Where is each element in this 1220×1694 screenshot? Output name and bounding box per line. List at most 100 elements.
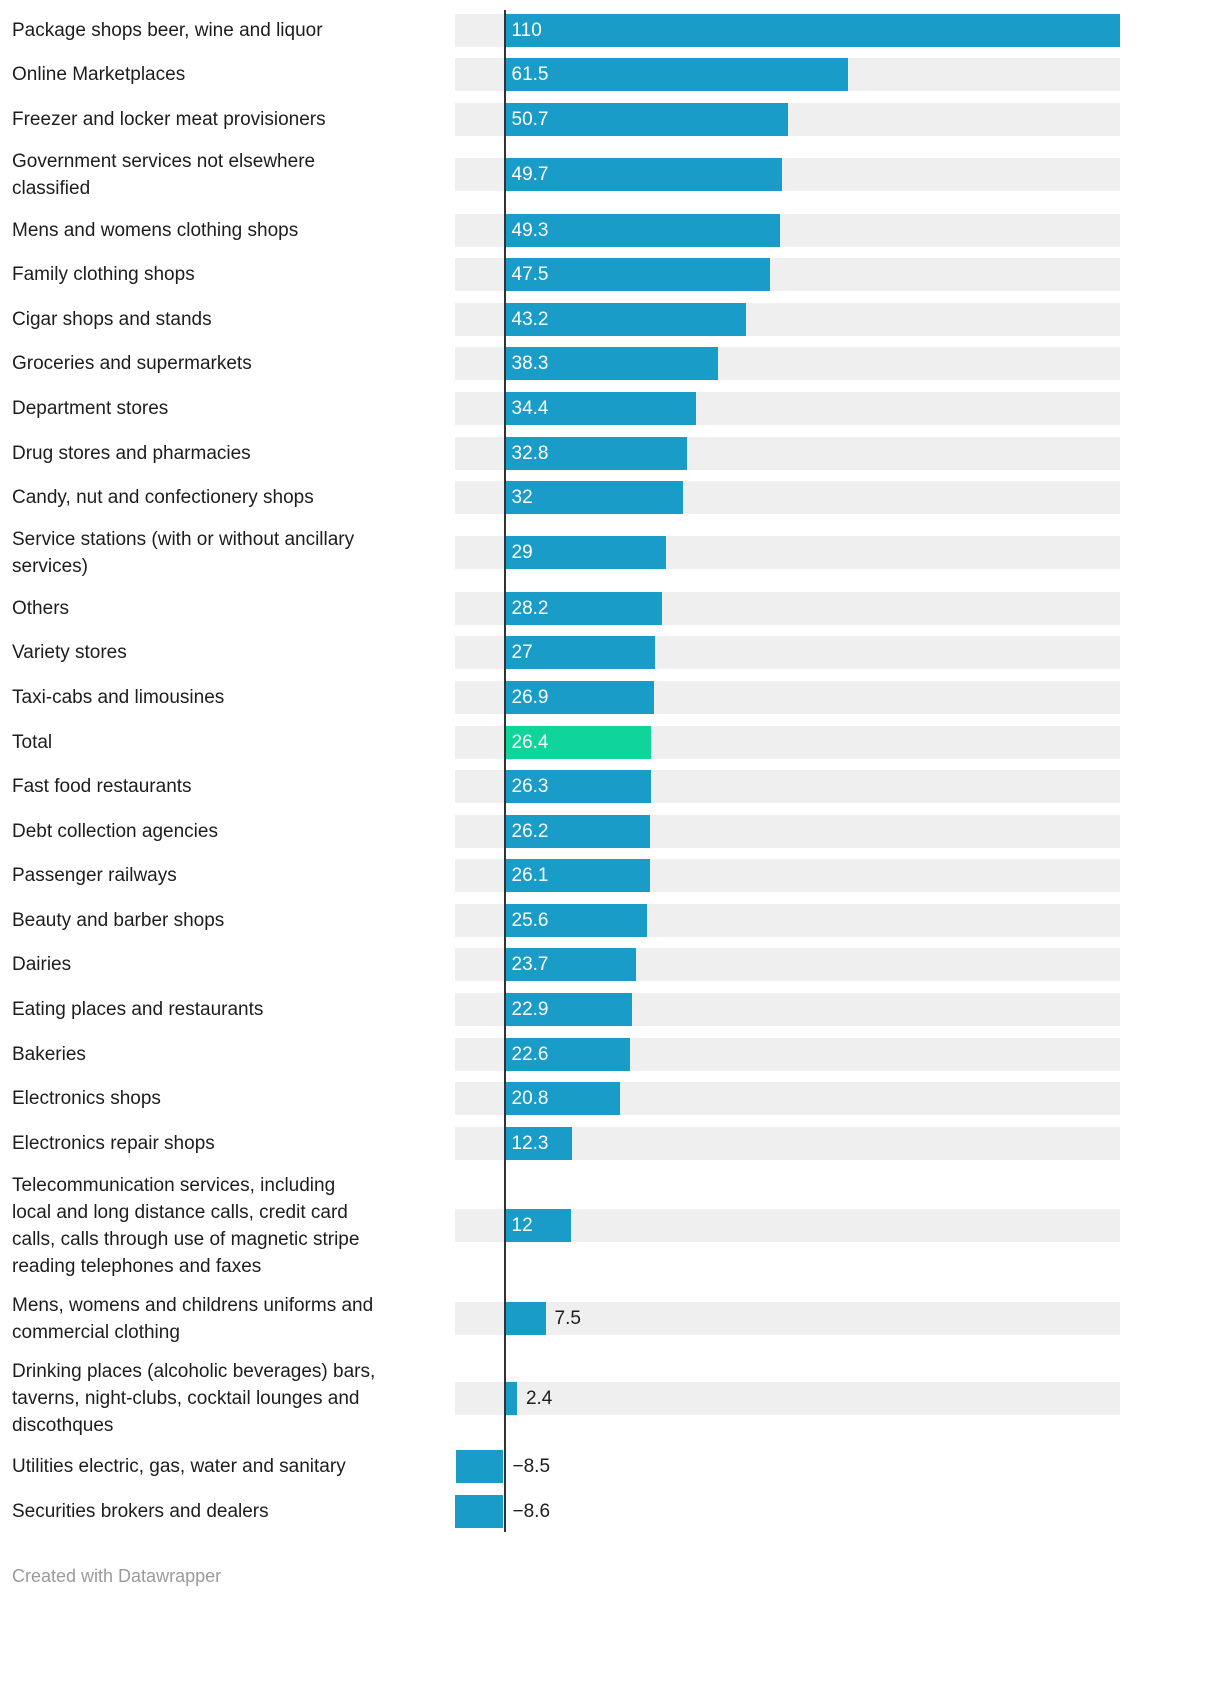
bar [503,770,651,804]
chart-row: Dairies 23.7 [12,943,1220,988]
chart-row: Debt collection agencies 26.2 [12,809,1220,854]
category-label: Dairies [12,954,72,976]
bar [503,1381,517,1415]
value-label: 49.3 [511,219,549,241]
category-label: Cigar shops and stands [12,308,212,330]
category-label: Department stores [12,397,169,419]
bar [503,1126,573,1160]
category-label: Bakeries [12,1043,86,1065]
value-label: 22.6 [511,1043,549,1065]
bar-plot: −8.6 [455,1495,1120,1529]
chart-row: Mens and womens clothing shops 49.3 [12,208,1220,253]
bar [503,1209,571,1243]
category-label: Beauty and barber shops [12,909,225,931]
chart-row: Securities brokers and dealers −8.6 [12,1489,1220,1534]
value-label: 61.5 [511,64,549,86]
category-label: Drinking places (alcoholic beverages) ba… [12,1360,376,1436]
bar-plot: 61.5 [455,58,1120,92]
chart-row: Taxi-cabs and limousines 26.9 [12,675,1220,720]
bar-plot: 12.3 [455,1126,1120,1160]
chart-row: Freezer and locker meat provisioners 50.7 [12,97,1220,142]
bar-plot: 49.7 [455,158,1120,192]
bar-plot: 20.8 [455,1082,1120,1116]
value-label: 49.7 [511,164,549,186]
chart-row: Government services not elsewhere classi… [12,142,1220,208]
chart-row: Total 26.4 [12,720,1220,765]
value-label: 27 [511,642,533,664]
bar-plot: 49.3 [455,213,1120,247]
chart-row: Beauty and barber shops 25.6 [12,898,1220,943]
category-label: Service stations (with or without ancill… [12,528,355,577]
bar [503,903,647,937]
category-label: Fast food restaurants [12,776,192,798]
value-label: 2.4 [525,1387,553,1409]
value-label: 25.6 [511,909,549,931]
bar-plot: 22.6 [455,1037,1120,1071]
chart-row: Package shops beer, wine and liquor 110 [12,8,1220,53]
category-label: Others [12,597,70,619]
bar [503,948,637,982]
chart-row: Cigar shops and stands 43.2 [12,297,1220,342]
chart-row: Family clothing shops 47.5 [12,252,1220,297]
bar-plot: 2.4 [455,1381,1120,1415]
chart-row: Others 28.2 [12,586,1220,631]
bar [455,1450,504,1484]
chart-row: Fast food restaurants 26.3 [12,764,1220,809]
chart-row: Utilities electric, gas, water and sanit… [12,1445,1220,1490]
value-label: 34.4 [511,397,549,419]
bar-plot: 47.5 [455,258,1120,292]
value-label: 22.9 [511,999,549,1021]
bar-plot: 28.2 [455,591,1120,625]
bar [455,1495,504,1529]
bar-plot: 110 [455,13,1120,47]
value-label: −8.6 [512,1501,551,1523]
bar [503,536,667,570]
chart-credit: Created with Datawrapper [12,1565,222,1586]
category-label: Variety stores [12,642,127,664]
bar-plot: 7.5 [455,1302,1120,1336]
bar [503,258,770,292]
bar-plot: 50.7 [455,102,1120,136]
chart-row: Drug stores and pharmacies 32.8 [12,431,1220,476]
bar [503,680,655,714]
category-label: Groceries and supermarkets [12,353,252,375]
bar-plot: 22.9 [455,993,1120,1027]
category-label: Total [12,731,53,753]
value-label: 38.3 [511,353,549,375]
value-label: 32 [511,487,533,509]
category-label: Passenger railways [12,865,177,887]
chart-row: Electronics repair shops 12.3 [12,1121,1220,1166]
bar [503,436,688,470]
category-label: Drug stores and pharmacies [12,442,251,464]
category-label: Freezer and locker meat provisioners [12,108,326,130]
bar-plot: 34.4 [455,391,1120,425]
chart-rows: Package shops beer, wine and liquor 110 On… [12,8,1220,1534]
category-label: Candy, nut and confectionery shops [12,487,314,509]
bar-highlight [503,725,652,759]
category-label: Electronics repair shops [12,1132,215,1154]
value-label: 12 [511,1215,533,1237]
value-label: 29 [511,542,533,564]
bar [503,102,788,136]
category-label: Electronics shops [12,1088,161,1110]
chart-row: Online Marketplaces 61.5 [12,53,1220,98]
value-label: 26.3 [511,776,549,798]
bar [503,347,719,381]
bar-plot: 38.3 [455,347,1120,381]
category-label: Debt collection agencies [12,820,218,842]
bar-plot: 27 [455,636,1120,670]
value-label: 20.8 [511,1088,549,1110]
chart-row: Variety stores 27 [12,631,1220,676]
chart-row: Drinking places (alcoholic beverages) ba… [12,1352,1220,1445]
value-label: 26.2 [511,820,549,842]
bar-plot: 26.4 [455,725,1120,759]
bar-plot: 32 [455,481,1120,515]
bar [503,814,651,848]
bar [503,859,650,893]
bar [503,1082,621,1116]
bar-track [455,1302,1120,1336]
chart-row: Telecommunication services, including lo… [12,1166,1220,1286]
bar-plot: 26.3 [455,770,1120,804]
bar-plot: 23.7 [455,948,1120,982]
chart-row: Candy, nut and confectionery shops 32 [12,475,1220,520]
